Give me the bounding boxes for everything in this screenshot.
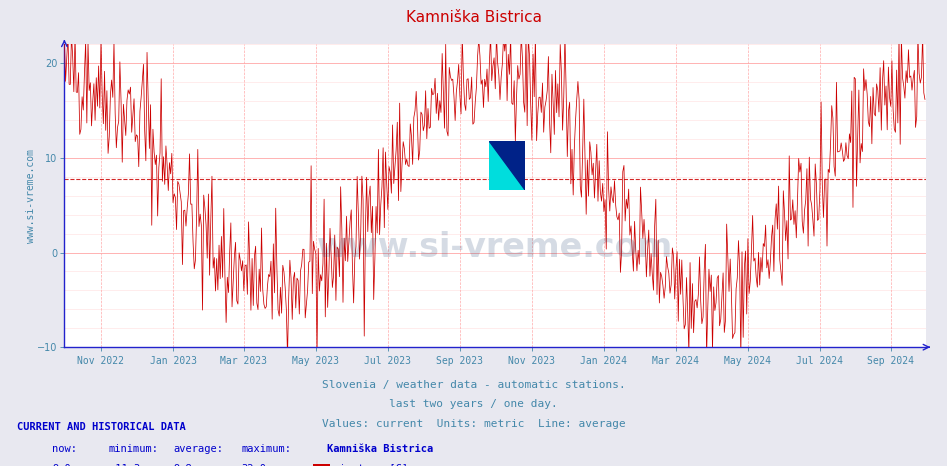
Text: minimum:: minimum: (109, 444, 159, 454)
Bar (489, 141, 507, 165)
Text: 32.0: 32.0 (241, 464, 266, 466)
Text: 9.8: 9.8 (173, 464, 192, 466)
Text: CURRENT AND HISTORICAL DATA: CURRENT AND HISTORICAL DATA (17, 422, 186, 432)
Text: maximum:: maximum: (241, 444, 292, 454)
Text: Values: current  Units: metric  Line: average: Values: current Units: metric Line: aver… (322, 419, 625, 429)
Text: www.si-vreme.com: www.si-vreme.com (317, 231, 673, 264)
Y-axis label: www.si-vreme.com: www.si-vreme.com (26, 149, 36, 243)
Text: Kamniška Bistrica: Kamniška Bistrica (405, 10, 542, 25)
Text: last two years / one day.: last two years / one day. (389, 399, 558, 409)
Polygon shape (489, 141, 525, 190)
Text: 9.0: 9.0 (52, 464, 71, 466)
Text: air temp.[C]: air temp.[C] (333, 464, 408, 466)
Polygon shape (489, 141, 525, 190)
Text: -11.3: -11.3 (109, 464, 140, 466)
Text: Slovenia / weather data - automatic stations.: Slovenia / weather data - automatic stat… (322, 380, 625, 390)
Text: average:: average: (173, 444, 223, 454)
Text: Kamniška Bistrica: Kamniška Bistrica (327, 444, 433, 454)
Text: now:: now: (52, 444, 77, 454)
